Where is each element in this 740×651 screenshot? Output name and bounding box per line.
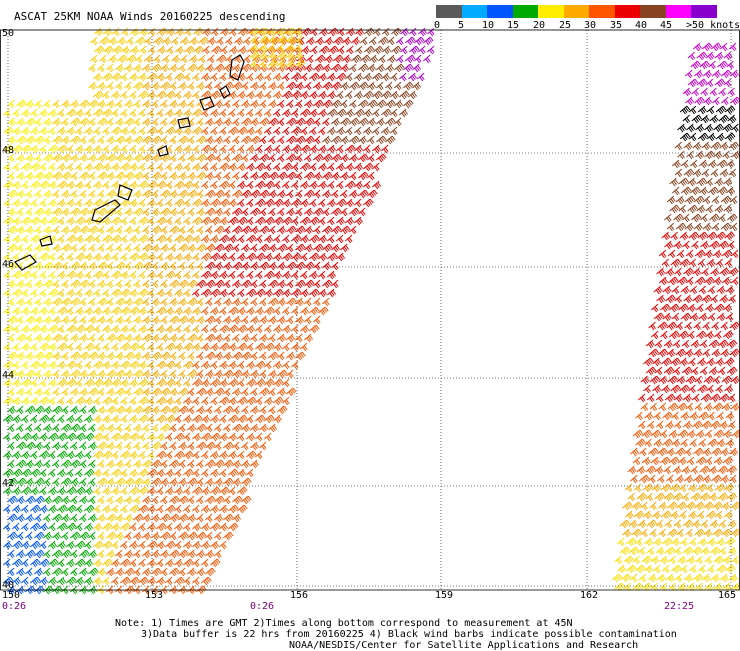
wind-swaths bbox=[3, 28, 740, 594]
lon-label-156: 156 bbox=[290, 590, 308, 601]
note-line-2: 3)Data buffer is 22 hrs from 20160225 4)… bbox=[141, 629, 677, 640]
pass-time-label: 22:25 bbox=[664, 601, 694, 612]
pass-time-label: 0:26 bbox=[2, 601, 26, 612]
lat-label-50: 50 bbox=[2, 28, 14, 39]
lat-label-46: 46 bbox=[2, 259, 14, 270]
lon-label-162: 162 bbox=[580, 590, 598, 601]
lon-label-165: 165 bbox=[718, 590, 736, 601]
note-line-1: Note: 1) Times are GMT 2)Times along bot… bbox=[115, 618, 573, 629]
lat-label-48: 48 bbox=[2, 145, 14, 156]
map-frame bbox=[1, 30, 740, 590]
lat-label-44: 44 bbox=[2, 370, 14, 381]
pass-time-label: 0:26 bbox=[250, 601, 274, 612]
lon-label-159: 159 bbox=[435, 590, 453, 601]
credit-line: NOAA/NESDIS/Center for Satellite Applica… bbox=[289, 640, 638, 651]
lon-label-153: 153 bbox=[145, 590, 163, 601]
lon-label-150: 150 bbox=[2, 590, 20, 601]
lat-label-42: 42 bbox=[2, 478, 14, 489]
